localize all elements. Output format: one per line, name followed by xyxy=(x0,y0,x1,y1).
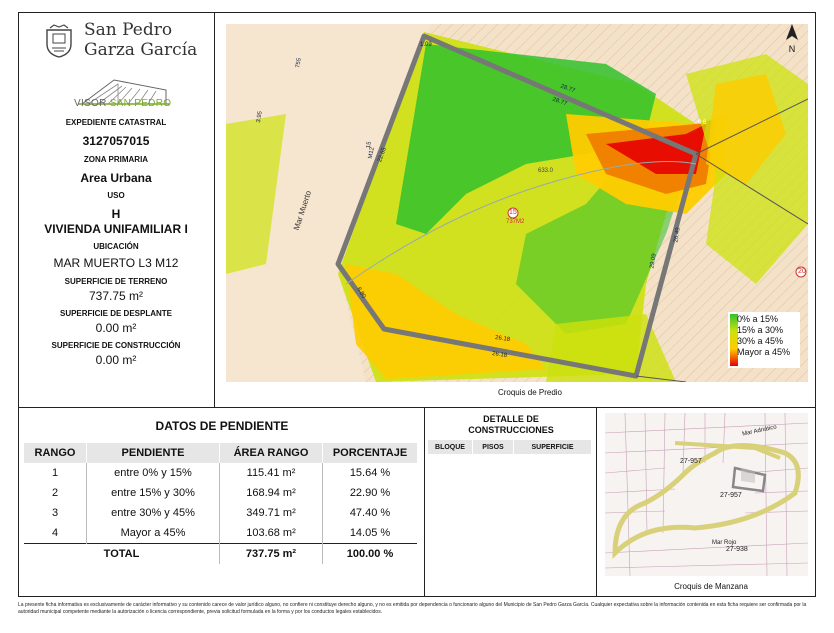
expediente-value: 3127057015 xyxy=(82,134,150,148)
map-caption: Croquis de Predio xyxy=(497,388,563,397)
municipality-line2: Garza García xyxy=(84,40,198,60)
total-label: TOTAL xyxy=(24,543,220,564)
slope-map-graphic xyxy=(226,24,808,382)
total-area: 737.75 m² xyxy=(219,543,323,564)
ubicacion-value: MAR MUERTO L3 M12 xyxy=(53,256,179,270)
visor-logo-text: VISOR SAN PEDRO xyxy=(74,98,171,109)
table-cell: 349.71 m² xyxy=(219,503,323,523)
neighbor-lot-number: 20 xyxy=(798,268,806,275)
north-label: N xyxy=(788,44,796,54)
manzana-label: 27-938 xyxy=(726,546,748,553)
sup-terreno-value: 737.75 m² xyxy=(88,289,144,303)
municipality-line1: San Pedro xyxy=(84,20,173,40)
table-row: 1 entre 0% y 15% 115.41 m² 15.64 % xyxy=(24,463,417,483)
table-cell: entre 15% y 30% xyxy=(86,483,220,503)
table-cell: 3 xyxy=(24,503,87,523)
divider xyxy=(214,12,215,408)
table-cell: 4 xyxy=(24,523,87,544)
pendiente-title: DATOS DE PENDIENTE xyxy=(155,419,289,433)
construcciones-title: DETALLE DE CONSTRUCCIONES xyxy=(426,414,596,436)
zona-value: Area Urbana xyxy=(80,171,152,185)
manzana-caption: Croquis de Manzana xyxy=(674,582,748,591)
document-frame xyxy=(18,12,816,597)
pendiente-table: RANGO PENDIENTE ÁREA RANGO PORCENTAJE 1 … xyxy=(24,443,417,564)
column-header: SUPERFICIE xyxy=(513,440,592,454)
sup-desplante-label: SUPERFICIE DE DESPLANTE xyxy=(59,309,172,318)
construcciones-title-line2: CONSTRUCCIONES xyxy=(468,425,554,435)
total-row: TOTAL 737.75 m² 100.00 % xyxy=(24,543,417,564)
table-cell: 168.94 m² xyxy=(219,483,323,503)
legend-item: 15% a 30% xyxy=(737,325,784,335)
legend-item: 0% a 15% xyxy=(737,314,779,324)
lot-area: 737M2 xyxy=(506,219,525,225)
sup-construccion-value: 0.00 m² xyxy=(95,353,137,367)
san-pedro-word: SAN PEDRO xyxy=(109,98,172,109)
column-header: BLOQUE xyxy=(428,440,473,454)
divider xyxy=(424,408,425,597)
total-percent: 100.00 % xyxy=(322,543,417,564)
dim-label: 1.09 xyxy=(420,42,432,48)
table-cell: 1 xyxy=(24,463,87,483)
visor-logo-icon xyxy=(78,79,170,105)
contour-label: 633.0 xyxy=(538,168,554,174)
disclaimer-text: La presente ficha informativa es exclusi… xyxy=(18,602,807,615)
uso-label: USO xyxy=(107,191,125,200)
block-map-graphic xyxy=(605,413,808,576)
street-label: Mar Rojo xyxy=(712,540,737,546)
sup-desplante-value: 0.00 m² xyxy=(95,321,137,335)
column-header: ÁREA RANGO xyxy=(219,443,323,463)
table-cell: 15.64 % xyxy=(349,467,391,479)
table-cell: 103.68 m² xyxy=(219,523,323,544)
divider xyxy=(18,407,816,408)
table-row: 4 Mayor a 45% 103.68 m² 14.05 % xyxy=(24,523,417,544)
table-cell: Mayor a 45% xyxy=(86,523,220,544)
table-cell: 115.41 m² xyxy=(219,463,323,483)
dim-label: 0.6 xyxy=(698,120,707,126)
zona-label: ZONA PRIMARIA xyxy=(83,155,149,164)
manzana-map[interactable] xyxy=(605,413,808,576)
column-header: PISOS xyxy=(472,440,514,454)
sup-terreno-label: SUPERFICIE DE TERRENO xyxy=(64,277,168,286)
north-arrow-icon xyxy=(786,24,798,40)
column-header: PORCENTAJE xyxy=(322,443,417,463)
manzana-label: 27-957 xyxy=(680,458,702,465)
table-row: 2 entre 15% y 30% 168.94 m² 22.90 % xyxy=(24,483,417,503)
column-header: PENDIENTE xyxy=(86,443,220,463)
legend-item: 30% a 45% xyxy=(737,336,784,346)
table-cell: entre 0% y 15% xyxy=(86,463,220,483)
uso-description: VIVIENDA UNIFAMILIAR I xyxy=(44,222,188,236)
table-cell: entre 30% y 45% xyxy=(86,503,220,523)
divider xyxy=(596,408,597,597)
table-header-row: BLOQUE PISOS SUPERFICIE xyxy=(428,440,592,454)
legend-gradient xyxy=(730,314,738,366)
construcciones-table: BLOQUE PISOS SUPERFICIE xyxy=(428,440,592,454)
ubicacion-label: UBICACIÓN xyxy=(93,242,139,251)
construcciones-title-line1: DETALLE DE xyxy=(483,414,539,424)
lot-number: 15 xyxy=(509,209,517,216)
manzana-label: 27-957 xyxy=(720,492,742,499)
table-cell: 22.90 % xyxy=(349,487,391,499)
table-cell: 14.05 % xyxy=(349,527,391,539)
column-header: RANGO xyxy=(24,443,87,463)
table-cell: 2 xyxy=(24,483,87,503)
table-header-row: RANGO PENDIENTE ÁREA RANGO PORCENTAJE xyxy=(24,443,417,463)
sup-construccion-label: SUPERFICIE DE CONSTRUCCIÓN xyxy=(51,341,181,350)
table-cell: 47.40 % xyxy=(349,507,391,519)
legend-item: Mayor a 45% xyxy=(737,347,791,357)
municipality-name: San Pedro Garza García xyxy=(84,20,197,60)
municipal-seal-icon xyxy=(46,24,72,58)
visor-word: VISOR xyxy=(74,98,110,109)
table-row: 3 entre 30% y 45% 349.71 m² 47.40 % xyxy=(24,503,417,523)
uso-value: H xyxy=(111,207,121,221)
north-arrow: N xyxy=(784,24,800,54)
slope-legend: 0% a 15% 15% a 30% 30% a 45% Mayor a 45% xyxy=(728,312,800,368)
predio-map[interactable] xyxy=(226,24,808,382)
expediente-label: EXPEDIENTE CATASTRAL xyxy=(65,118,167,127)
